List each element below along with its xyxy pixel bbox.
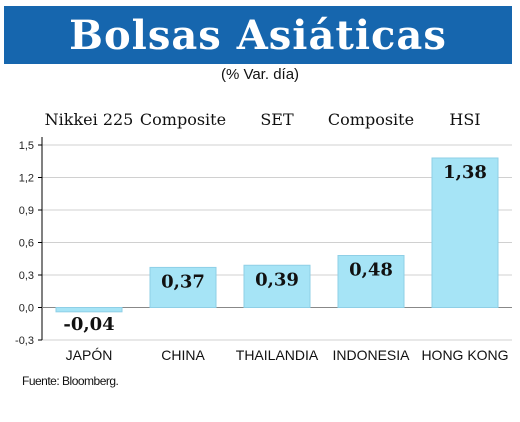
data-label: 0,39 [255, 269, 299, 290]
y-tick-label: -0,3 [15, 335, 34, 347]
y-tick-label: 0,0 [19, 303, 34, 315]
x-category-label: INDONESIA [332, 347, 410, 363]
y-tick-label: 0,6 [19, 238, 34, 250]
x-category-label: THAILANDIA [236, 347, 319, 363]
index-name-label: SET [260, 110, 294, 129]
index-name-label: Nikkei 225 [45, 110, 134, 129]
x-category-label: HONG KONG [421, 347, 508, 363]
bar [243, 264, 311, 308]
x-category-label: JAPÓN [66, 347, 113, 363]
bar [149, 266, 217, 308]
y-tick-label: 0,9 [19, 205, 34, 217]
chart-subtitle: (% Var. día) [220, 66, 300, 83]
source-footnote: Fuente: Bloomberg. [22, 374, 119, 388]
y-tick-label: 1,5 [19, 140, 34, 152]
data-label: 0,37 [161, 271, 205, 292]
data-label: 1,38 [443, 162, 487, 183]
y-tick-label: 0,3 [19, 270, 34, 282]
bar [55, 307, 123, 313]
chart-title: Bolsas Asiáticas [69, 11, 447, 59]
title-banner: Bolsas Asiáticas [4, 6, 512, 64]
bar [337, 255, 405, 308]
data-label: 0,48 [349, 260, 393, 281]
index-name-label: Composite [328, 110, 414, 129]
data-label: -0,04 [63, 314, 114, 335]
y-tick-label: 1,2 [19, 173, 34, 185]
x-category-label: CHINA [161, 347, 205, 363]
index-name-label: Composite [140, 110, 226, 129]
bar [431, 157, 499, 308]
index-name-label: HSI [449, 110, 480, 129]
